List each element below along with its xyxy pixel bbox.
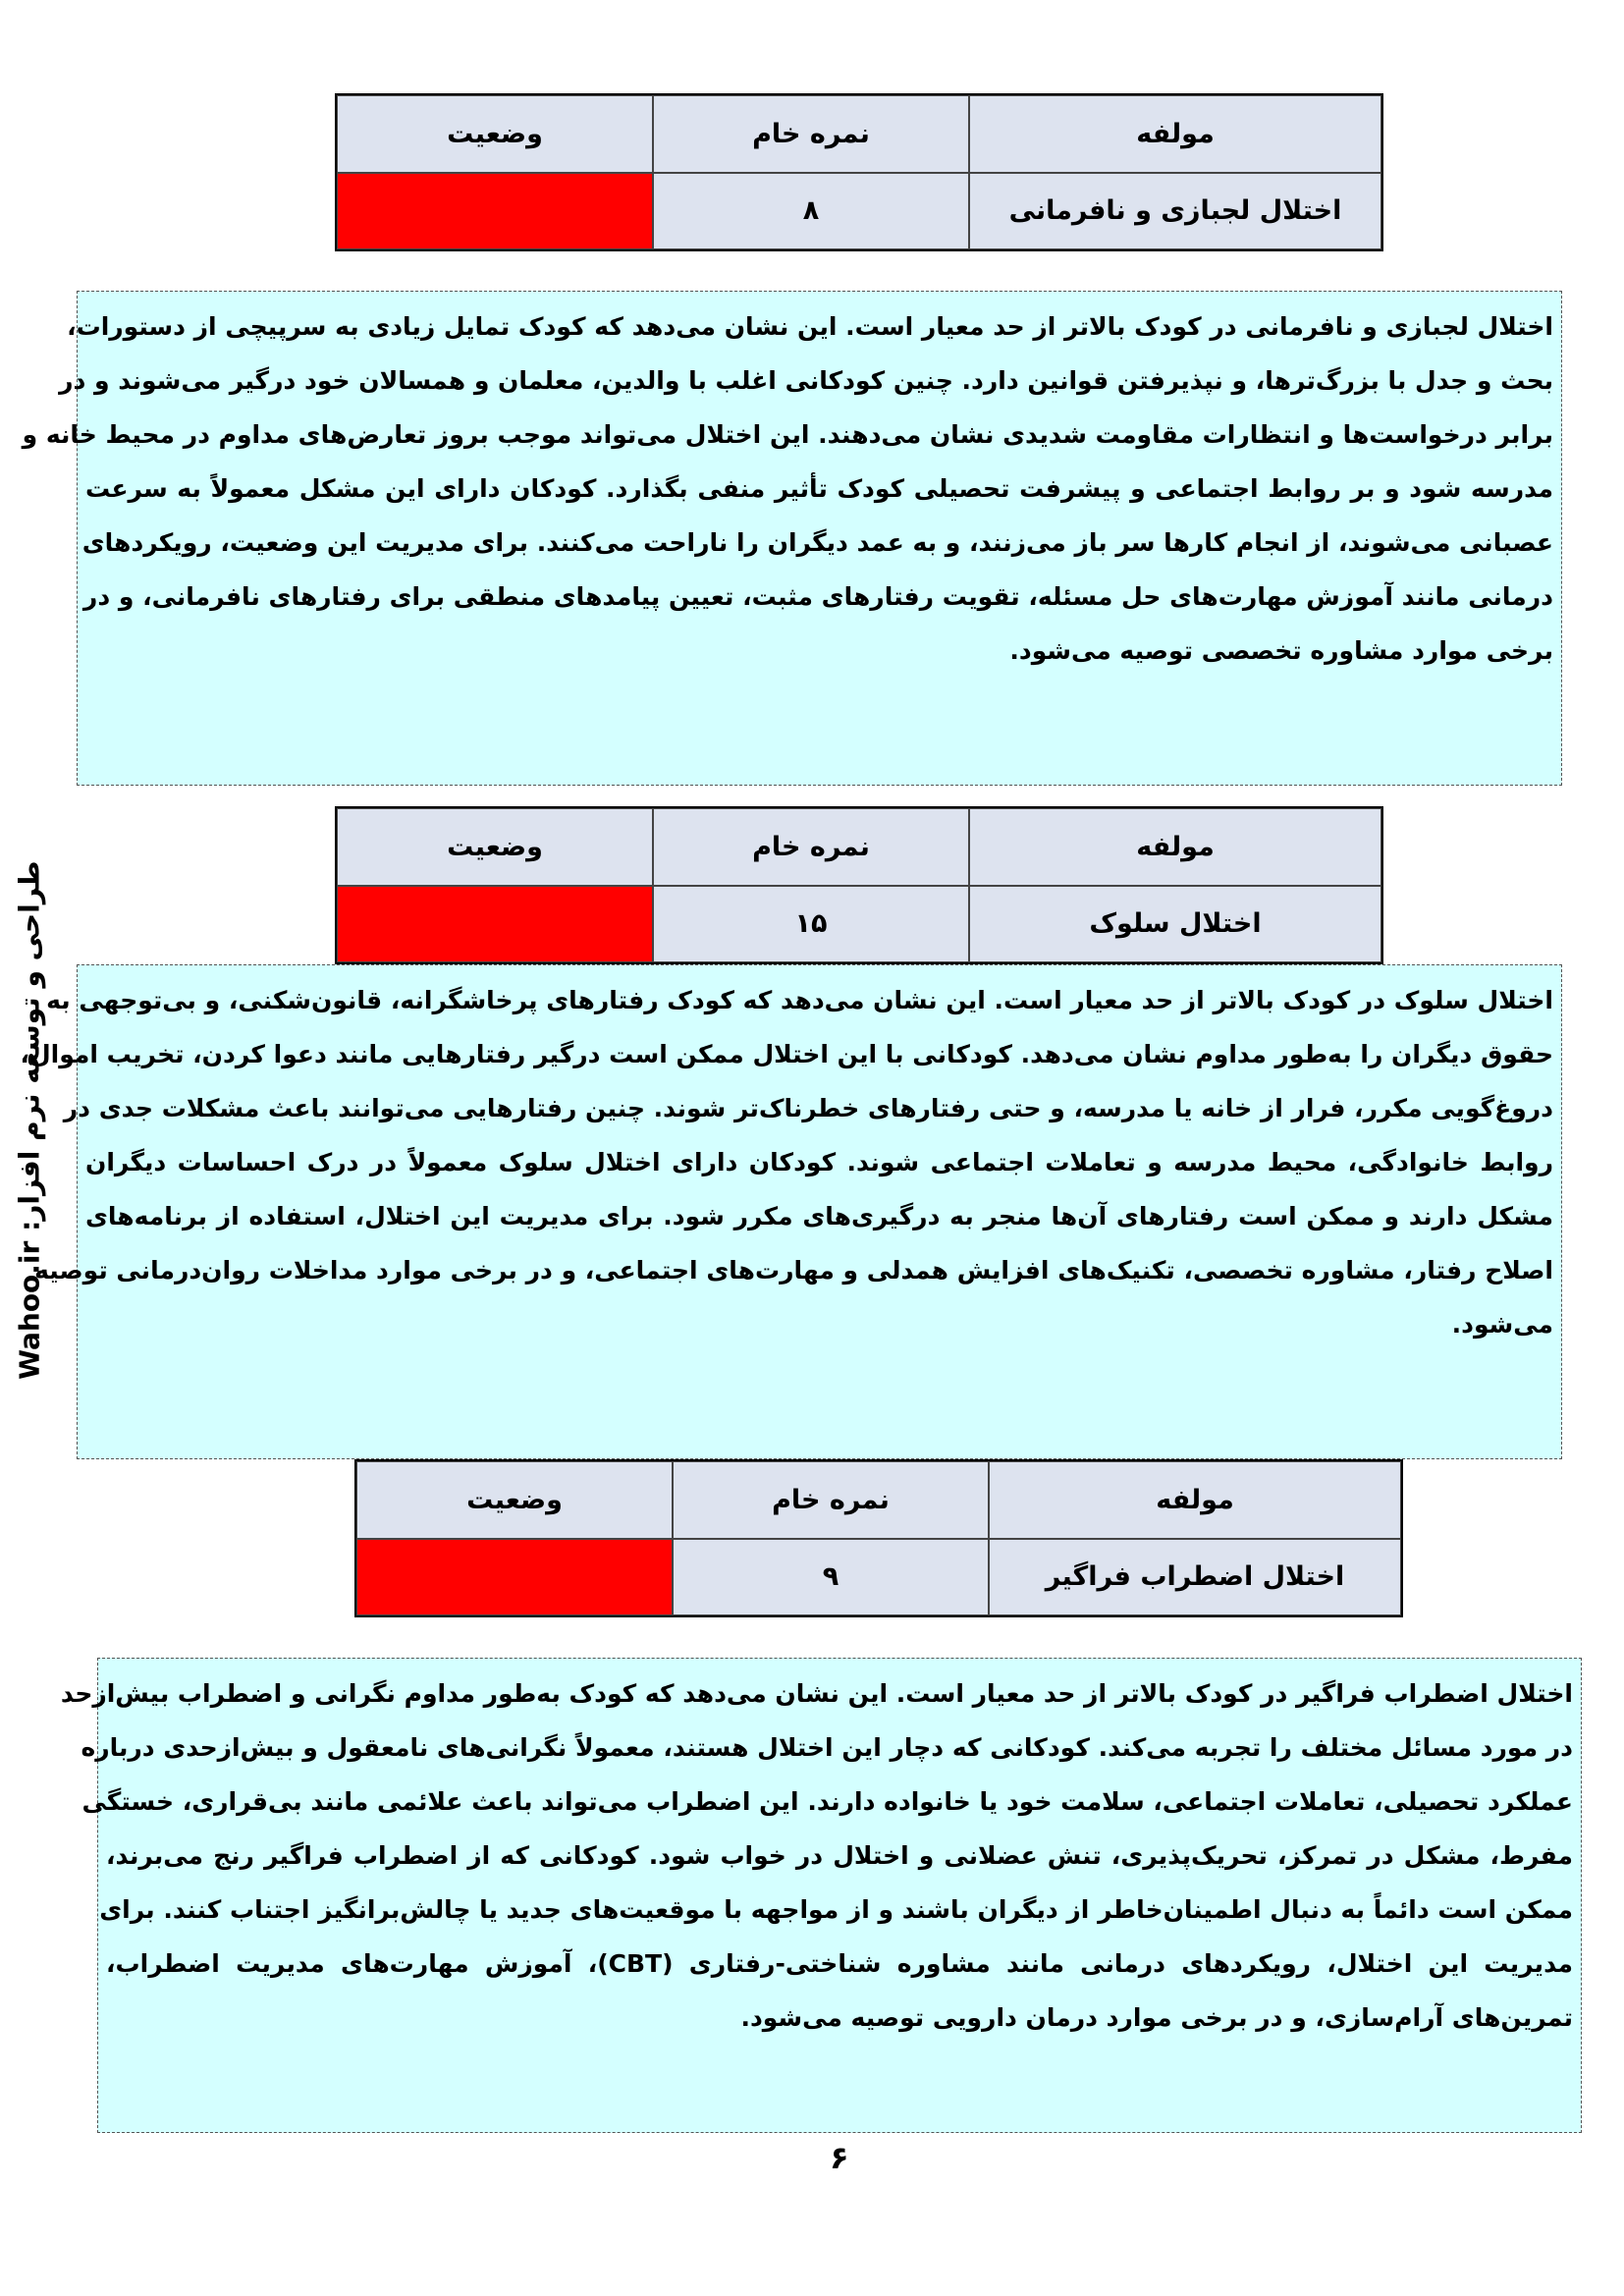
component-cell: اختلال لجبازی و نافرمانی [969,172,1381,249]
header-component: مولفه [969,95,1381,173]
status-cell [356,1538,673,1615]
text-line: مدرسه شود و بر روابط اجتماعی و پیشرفت تح… [85,474,1553,503]
text-line: اصلاح رفتار، مشاوره تخصصی، تکنیک‌های افز… [34,1256,1553,1285]
text-line: مدیریت این اختلال، رویکردهای درمانی مانن… [106,1949,1573,1978]
text-line: ممکن است دائماً به دنبال اطمینان‌خاطر از… [99,1895,1573,1924]
text-line: اختلال لجبازی و نافرمانی در کودک بالاتر … [67,312,1553,341]
text-line: مفرط، مشکل در تمرکز، تحریک‌پذیری، تنش عض… [106,1841,1573,1870]
component-cell: اختلال اضطراب فراگیر [989,1538,1401,1615]
text-line: تمرین‌های آرام‌سازی، و در برخی موارد درم… [740,2003,1573,2032]
header-raw-score: نمره خام [653,95,969,173]
score-table-3: وضعیت نمره خام مولفه ۹ اختلال اضطراب فرا… [354,1459,1403,1617]
raw-score-cell: ۱۵ [653,885,969,962]
description-box-3: اختلال اضطراب فراگیر در کودک بالاتر از ح… [60,1658,1582,2133]
text-line: بحث و جدل با بزرگ‌ترها، و نپذیرفتن قوانی… [59,366,1553,395]
header-status: وضعیت [356,1461,673,1539]
score-table-1: وضعیت نمره خام مولفه ۸ اختلال لجبازی و ن… [335,93,1383,251]
header-raw-score: نمره خام [673,1461,989,1539]
component-cell: اختلال سلوک [969,885,1381,962]
header-status: وضعیت [337,95,653,173]
text-line: برخی موارد مشاوره تخصصی توصیه می‌شود. [1009,636,1553,665]
raw-score-cell: ۹ [673,1538,989,1615]
status-cell [337,885,653,962]
description-box-2: اختلال سلوک در کودک بالاتر از حد معیار ا… [20,964,1562,1459]
header-raw-score: نمره خام [653,808,969,886]
page-number: ۶ [830,2139,849,2176]
score-table-2: وضعیت نمره خام مولفه ۱۵ اختلال سلوک [335,806,1383,964]
text-line: عملکرد تحصیلی، تعاملات اجتماعی، سلامت خو… [81,1787,1573,1816]
description-box-1: اختلال لجبازی و نافرمانی در کودک بالاتر … [22,291,1562,786]
header-component: مولفه [989,1461,1401,1539]
header-component: مولفه [969,808,1381,886]
text-line: روابط خانوادگی، محیط مدرسه و تعاملات اجت… [85,1148,1553,1176]
text-line: اختلال اضطراب فراگیر در کودک بالاتر از ح… [60,1679,1573,1708]
raw-score-cell: ۸ [653,172,969,249]
status-cell [337,172,653,249]
text-line: برابر درخواست‌ها و انتظارات مقاومت شدیدی… [22,420,1553,449]
text-line: اختلال سلوک در کودک بالاتر از حد معیار ا… [46,986,1553,1014]
text-line: در مورد مسائل مختلف را تجربه می‌کند. کود… [81,1733,1573,1762]
text-line: درمانی مانند آموزش مهارت‌های حل مسئله، ت… [82,582,1553,611]
header-status: وضعیت [337,808,653,886]
text-line: عصبانی می‌شوند، از انجام کارها سر باز می… [81,528,1553,557]
text-line: حقوق دیگران را به‌طور مداوم نشان می‌دهد.… [20,1040,1553,1068]
text-line: دروغ‌گویی مکرر، فرار از خانه یا مدرسه، و… [63,1094,1553,1122]
text-line: مشکل دارند و ممکن است رفتارهای آن‌ها منج… [85,1202,1553,1230]
text-line: می‌شود. [1451,1310,1553,1339]
